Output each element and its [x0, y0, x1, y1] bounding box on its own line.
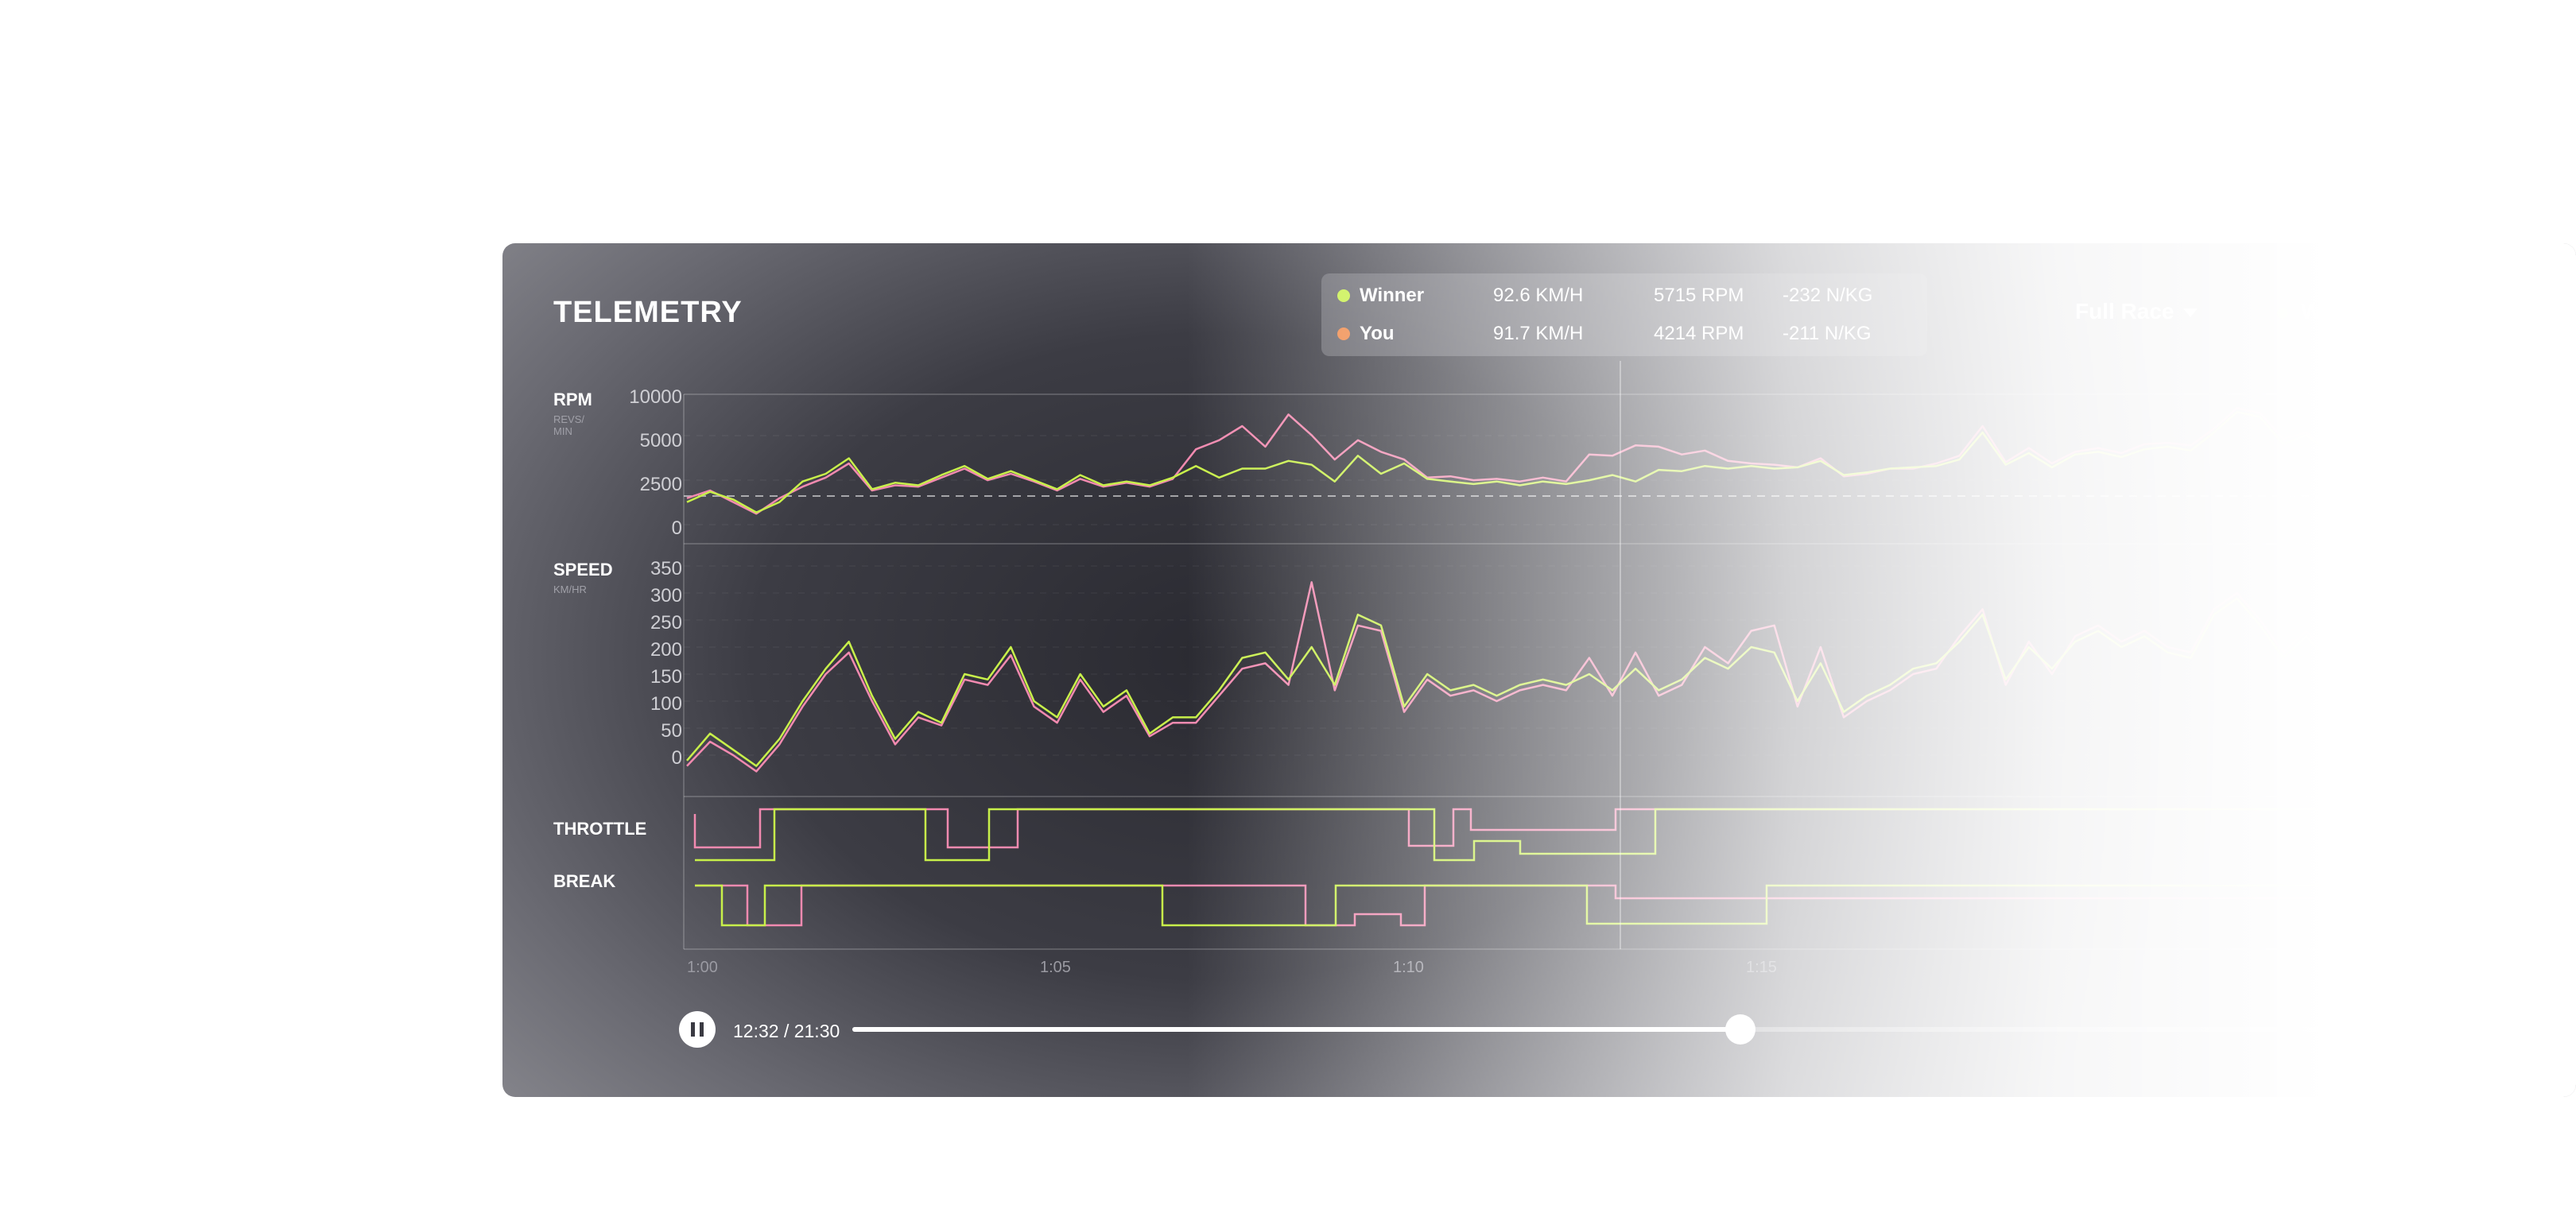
- tooltip-name: You: [1360, 323, 1395, 344]
- brake-label: BREAK: [553, 871, 616, 891]
- tooltip-rpm: 4214 RPM: [1654, 323, 1744, 344]
- throttle-label: THROTTLE: [553, 819, 647, 839]
- pause-icon: [700, 1022, 704, 1037]
- speed-tick: 0: [671, 747, 682, 769]
- x-tick: 1:05: [1040, 959, 1071, 976]
- telemetry-panel: TELEMETRY RPM REVS/ MIN 10000 5000 2500 …: [502, 243, 2576, 1097]
- speed-series-you: [686, 581, 2539, 773]
- speed-tick: 200: [650, 639, 682, 661]
- speed-tick: 50: [661, 720, 682, 742]
- driver-label: Winner: [2301, 299, 2376, 324]
- throttle-trace-winner: [695, 808, 2570, 862]
- tooltip-row-you: You 91.7 KM/H 4214 RPM -211 N/KG: [1321, 316, 1927, 351]
- race-range-dropdown[interactable]: Full Race: [2075, 299, 2198, 324]
- driver-dropdown[interactable]: Winner: [2277, 299, 2400, 324]
- speed-label: SPEED: [553, 560, 613, 579]
- you-dot-icon: [1337, 328, 1350, 340]
- tooltip-rpm: 5715 RPM: [1654, 285, 1744, 306]
- scrubber-handle[interactable]: [1725, 1014, 1756, 1045]
- rpm-label: RPM: [553, 390, 592, 409]
- speed-tick: 250: [650, 612, 682, 634]
- throttle-trace-you: [693, 808, 2570, 849]
- caret-down-icon: [2385, 308, 2400, 318]
- rpm-tick: 0: [671, 517, 682, 539]
- rpm-tick: 2500: [639, 474, 682, 495]
- tooltip-speed: 91.7 KM/H: [1493, 323, 1584, 344]
- race-range-label: Full Race: [2075, 299, 2174, 324]
- tooltip-force: -211 N/KG: [1783, 323, 1872, 344]
- pause-icon: [691, 1022, 695, 1037]
- telemetry-charts: [683, 361, 2576, 950]
- x-tick: 1:15: [1746, 959, 1777, 976]
- tooltip-speed: 92.6 KM/H: [1493, 285, 1584, 306]
- speed-tick: 100: [650, 693, 682, 715]
- x-tick: 1:10: [1393, 959, 1424, 976]
- x-tick: 1:00: [687, 959, 718, 976]
- rpm-tick: 10000: [629, 386, 682, 408]
- pause-button[interactable]: [679, 1011, 716, 1048]
- rpm-tick: 5000: [639, 430, 682, 452]
- tooltip-row-winner: Winner 92.6 KM/H 5715 RPM -232 N/KG: [1321, 278, 1927, 313]
- rpm-series-you: [686, 407, 2539, 515]
- winner-dot-icon: [1337, 289, 1350, 302]
- playback-time: 12:32 / 21:30: [733, 1021, 840, 1041]
- tooltip-name: Winner: [1360, 285, 1425, 306]
- speed-tick: 150: [650, 666, 682, 688]
- rpm-unit: REVS/ MIN: [553, 413, 585, 437]
- speed-tick: 350: [650, 558, 682, 579]
- scrubber-progress: [852, 1027, 1741, 1032]
- speed-unit: KM/HR: [553, 583, 587, 595]
- brake-trace-you: [695, 884, 2570, 927]
- caret-down-icon: [2183, 308, 2198, 318]
- tooltip-force: -232 N/KG: [1783, 285, 1873, 306]
- speed-series-winner: [686, 597, 2539, 767]
- hover-tooltip: Winner 92.6 KM/H 5715 RPM -232 N/KG You …: [1321, 273, 1927, 356]
- speed-tick: 300: [650, 585, 682, 607]
- driver-dot-icon: [2277, 307, 2288, 319]
- brake-trace-winner: [695, 884, 2570, 927]
- rpm-series-winner: [686, 410, 2539, 514]
- playback-scrubber[interactable]: [852, 1014, 2482, 1045]
- page-title: TELEMETRY: [553, 296, 743, 329]
